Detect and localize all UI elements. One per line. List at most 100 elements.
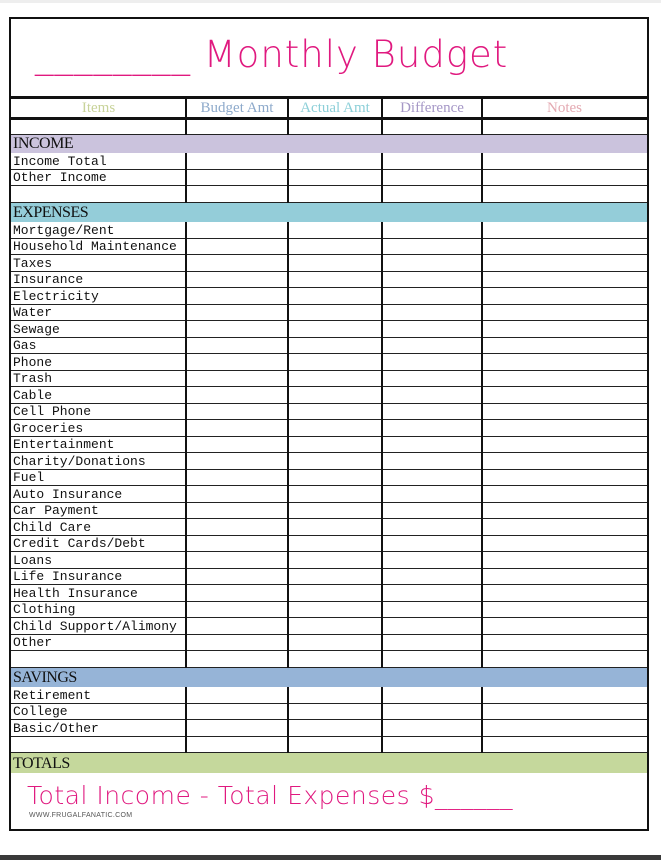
column-divider [287,453,289,470]
column-divider [287,420,289,437]
table-row[interactable]: Child Support/Alimony [11,618,647,635]
item-label: Charity/Donations [13,453,146,469]
blank-row[interactable] [11,120,647,135]
table-row[interactable]: Electricity [11,288,647,305]
table-row[interactable]: Water [11,305,647,321]
column-divider [185,186,187,203]
column-divider [481,238,483,255]
table-row[interactable]: Mortgage/Rent [11,222,647,239]
table-row[interactable]: Fuel [11,470,647,486]
column-divider [185,736,187,753]
column-divider [287,634,289,651]
table-row[interactable]: Basic/Other [11,720,647,737]
column-divider [381,687,383,704]
column-divider [287,354,289,371]
column-divider [185,288,187,305]
table-row[interactable]: Cell Phone [11,404,647,420]
column-divider [287,703,289,720]
column-divider [287,222,289,239]
table-row[interactable]: Insurance [11,272,647,288]
item-label: Car Payment [13,503,99,518]
column-divider [481,687,483,704]
table-row[interactable]: Retirement [11,687,647,704]
column-divider [381,403,383,420]
column-divider [381,486,383,503]
section-label: EXPENSES [13,204,89,221]
table-row[interactable]: College [11,704,647,720]
column-divider [481,601,483,618]
table-row[interactable]: Groceries [11,420,647,437]
item-label: Trash [13,371,53,386]
column-divider [381,271,383,288]
column-divider [381,634,383,651]
table-row[interactable]: Health Insurance [11,585,647,602]
table-row[interactable]: Other [11,635,647,651]
column-divider [381,120,383,135]
table-row[interactable]: Auto Insurance [11,486,647,503]
column-divider [381,337,383,354]
column-divider [287,502,289,519]
table-row[interactable]: Credit Cards/Debt [11,536,647,552]
column-divider [381,222,383,239]
column-divider [481,222,483,239]
table-row[interactable]: Household Maintenance [11,239,647,255]
column-divider [481,153,483,170]
column-divider [381,255,383,272]
item-label: Other Income [13,170,107,185]
table-row[interactable]: Gas [11,338,647,354]
column-divider [381,535,383,552]
column-divider [287,304,289,321]
table-row[interactable]: Other Income [11,170,647,186]
column-divider [381,354,383,371]
table-row[interactable]: Charity/Donations [11,453,647,470]
column-divider [481,255,483,272]
column-divider [185,321,187,338]
table-row[interactable]: Life Insurance [11,569,647,585]
table-row[interactable]: Child Care [11,519,647,536]
table-row[interactable]: Sewage [11,321,647,338]
column-divider [481,634,483,651]
column-divider [287,186,289,203]
column-header-row: Items Budget Amt Actual Amt Difference Notes [11,99,647,120]
item-label: Sewage [13,321,60,337]
column-divider [381,169,383,186]
column-divider [381,186,383,203]
column-divider [481,618,483,635]
table-row[interactable]: Car Payment [11,503,647,519]
column-divider [185,585,187,602]
item-label: Household Maintenance [13,239,177,254]
column-divider [481,720,483,737]
blank-row[interactable] [11,651,647,668]
item-label: Water [13,305,53,320]
column-divider [481,288,483,305]
column-divider [381,601,383,618]
column-divider [185,169,187,186]
column-divider [481,186,483,203]
table-row[interactable]: Loans [11,552,647,569]
item-label: Fuel [13,470,45,485]
column-divider [481,304,483,321]
item-label: Electricity [13,288,99,304]
column-divider [481,271,483,288]
column-divider [381,238,383,255]
table-row[interactable]: Taxes [11,255,647,272]
table-row[interactable]: Entertainment [11,437,647,453]
table-row[interactable]: Cable [11,387,647,404]
column-divider [481,99,483,120]
column-divider [185,337,187,354]
table-row[interactable]: Phone [11,354,647,371]
table-row[interactable]: Trash [11,371,647,387]
column-divider [287,169,289,186]
column-divider [185,634,187,651]
column-divider [481,370,483,387]
blank-row[interactable] [11,737,647,753]
bottom-edge [0,855,661,860]
column-divider [287,469,289,486]
column-divider [481,703,483,720]
table-row[interactable]: Income Total [11,153,647,170]
table-row[interactable]: Clothing [11,602,647,618]
blank-row[interactable] [11,186,647,203]
column-divider [185,601,187,618]
section-label: SAVINGS [13,669,77,686]
item-label: Life Insurance [13,569,123,584]
